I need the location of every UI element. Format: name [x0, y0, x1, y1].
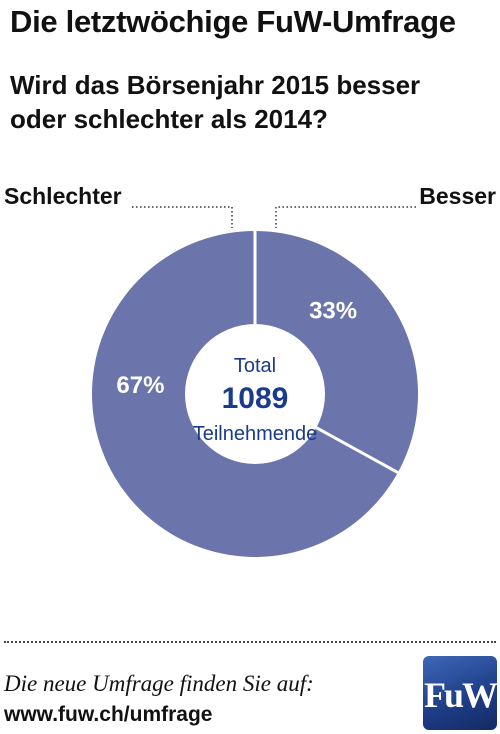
slice-label-schlechter: Schlechter — [4, 183, 122, 209]
slice-label-besser: Besser — [419, 183, 496, 209]
subtitle-line-2: oder schlechter als 2014? — [10, 104, 328, 134]
slice-percent-schlechter: 67% — [116, 372, 164, 399]
leader-line-besser — [275, 206, 416, 228]
footer-divider — [4, 641, 496, 643]
footer-text: Die neue Umfrage finden Sie auf: — [4, 671, 314, 696]
fuw-logo-text: FuW — [423, 675, 497, 715]
center-total-label: Total — [234, 355, 276, 377]
slice-percent-labels: 33% 67% — [116, 298, 357, 400]
slice-percent-besser: 33% — [309, 298, 357, 325]
donut-hole — [185, 324, 325, 464]
slice-divider-1 — [315, 426, 399, 474]
donut-chart: 33% 67% Total 1089 Teilnehmende — [91, 206, 418, 558]
label-leader-lines — [132, 206, 416, 228]
leader-line-schlechter — [132, 206, 233, 228]
subtitle-line-1: Wird das Börsenjahr 2015 besser — [10, 70, 421, 100]
chart-subtitle: Wird das Börsenjahr 2015 besser oder sch… — [10, 68, 490, 136]
center-participants-label: Teilnehmende — [193, 423, 318, 445]
page-title: Die letztwöchige FuW-Umfrage — [10, 4, 456, 39]
center-total-value: 1089 — [222, 382, 289, 415]
survey-link[interactable]: www.fuw.ch/umfrage — [4, 703, 213, 726]
slice-dividers — [253, 231, 399, 474]
fuw-logo: FuW — [423, 656, 497, 730]
